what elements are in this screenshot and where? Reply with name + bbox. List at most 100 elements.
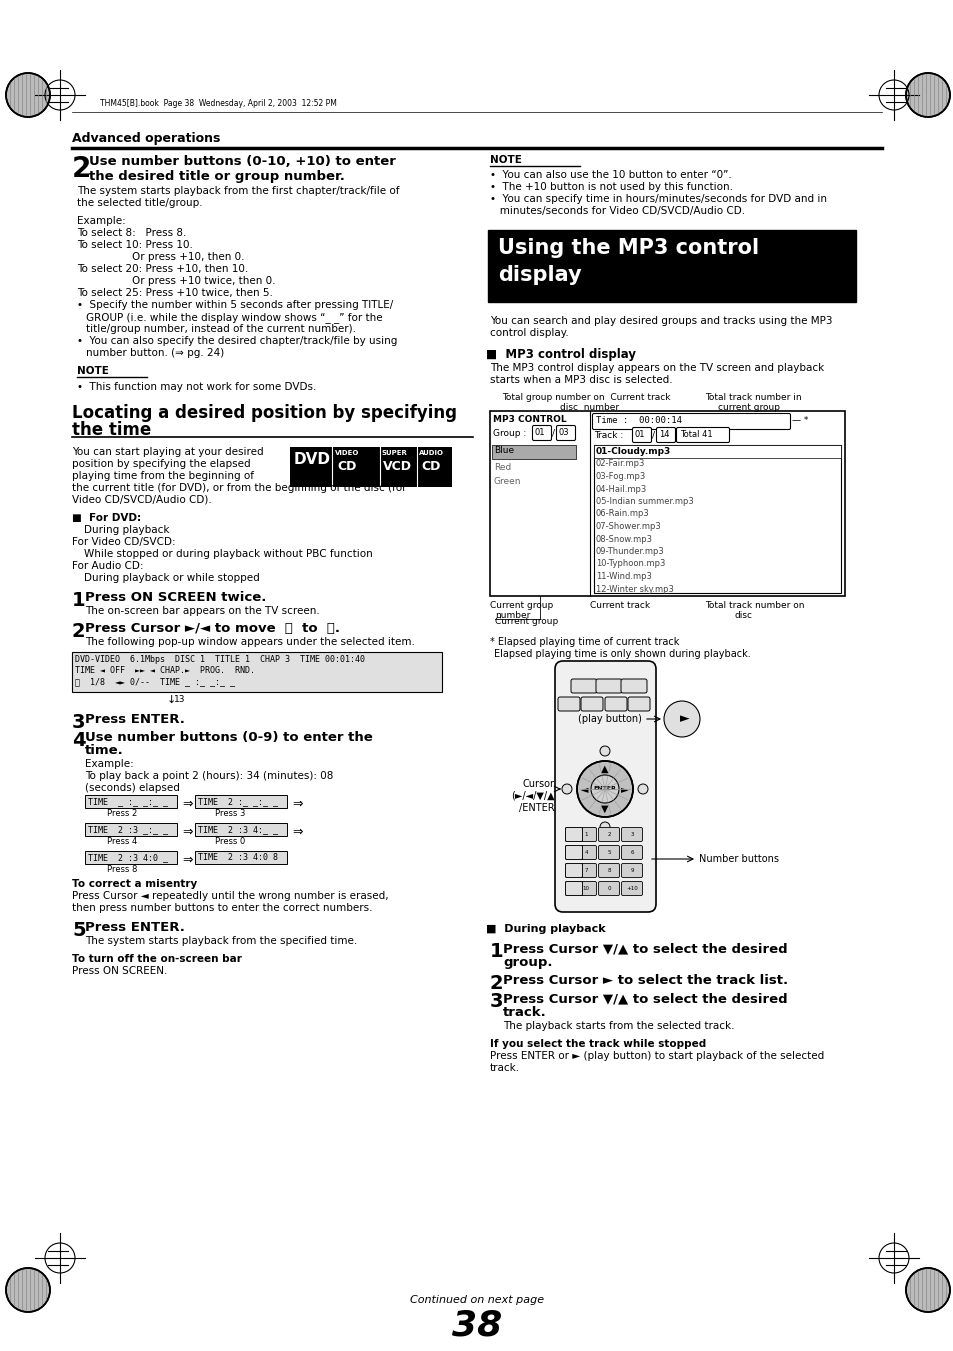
Text: 03: 03 xyxy=(558,428,569,436)
Text: (►/◄/▼/▲: (►/◄/▼/▲ xyxy=(511,790,555,801)
Text: 8: 8 xyxy=(607,867,610,873)
Text: Number buttons: Number buttons xyxy=(699,854,779,865)
FancyBboxPatch shape xyxy=(580,697,602,711)
Text: 5: 5 xyxy=(71,921,86,940)
Bar xyxy=(492,444,576,459)
Text: Locating a desired position by specifying: Locating a desired position by specifyin… xyxy=(71,404,456,422)
Bar xyxy=(85,823,177,836)
Circle shape xyxy=(577,761,633,817)
Text: Cursor: Cursor xyxy=(522,780,555,789)
Text: position by specifying the elapsed: position by specifying the elapsed xyxy=(71,459,251,469)
Text: Total group number on  Current track: Total group number on Current track xyxy=(501,393,670,403)
Circle shape xyxy=(6,73,50,118)
FancyBboxPatch shape xyxy=(632,427,651,443)
Text: While stopped or during playback without PBC function: While stopped or during playback without… xyxy=(84,549,373,559)
Text: 01: 01 xyxy=(535,428,545,436)
Text: 4: 4 xyxy=(71,731,86,750)
Text: 06-Rain.mp3: 06-Rain.mp3 xyxy=(596,509,649,519)
Text: starts when a MP3 disc is selected.: starts when a MP3 disc is selected. xyxy=(490,376,672,385)
FancyBboxPatch shape xyxy=(556,426,575,440)
FancyBboxPatch shape xyxy=(598,881,618,896)
FancyBboxPatch shape xyxy=(656,427,675,443)
Text: To select 20: Press +10, then 10.: To select 20: Press +10, then 10. xyxy=(77,263,248,274)
Bar xyxy=(194,851,287,865)
Text: •  You can also specify the desired chapter/track/file by using: • You can also specify the desired chapt… xyxy=(77,336,397,346)
Text: CD: CD xyxy=(420,459,440,473)
Text: 01-Cloudy.mp3: 01-Cloudy.mp3 xyxy=(596,447,671,457)
Text: Group :: Group : xyxy=(493,430,526,438)
Text: Use number buttons (0-9) to enter the: Use number buttons (0-9) to enter the xyxy=(85,731,373,744)
FancyBboxPatch shape xyxy=(571,680,597,693)
Text: 10-Typhoon.mp3: 10-Typhoon.mp3 xyxy=(596,559,664,569)
Text: GROUP (i.e. while the display window shows “_ _” for the: GROUP (i.e. while the display window sho… xyxy=(86,312,382,323)
Text: Elapsed playing time is only shown during playback.: Elapsed playing time is only shown durin… xyxy=(494,648,750,659)
Text: Using the MP3 control: Using the MP3 control xyxy=(497,238,759,258)
Text: •  You can also use the 10 button to enter “0”.: • You can also use the 10 button to ente… xyxy=(490,170,731,180)
Text: NOTE: NOTE xyxy=(77,366,109,376)
Text: 5: 5 xyxy=(607,850,610,854)
Text: disc: disc xyxy=(734,611,752,620)
FancyBboxPatch shape xyxy=(598,863,618,878)
Text: (play button): (play button) xyxy=(578,713,641,724)
Text: Continued on next page: Continued on next page xyxy=(410,1296,543,1305)
Text: To select 10: Press 10.: To select 10: Press 10. xyxy=(77,240,193,250)
Circle shape xyxy=(561,784,572,794)
Text: 1: 1 xyxy=(490,942,503,961)
Text: control display.: control display. xyxy=(490,328,568,338)
Text: TIME  2 :3 4:0 _: TIME 2 :3 4:0 _ xyxy=(88,852,168,862)
Text: The on-screen bar appears on the TV screen.: The on-screen bar appears on the TV scre… xyxy=(85,607,319,616)
FancyBboxPatch shape xyxy=(575,863,596,878)
Text: For Video CD/SVCD:: For Video CD/SVCD: xyxy=(71,536,175,547)
Text: the time: the time xyxy=(71,422,152,439)
Circle shape xyxy=(599,746,609,757)
Bar xyxy=(290,447,452,486)
Text: ▲: ▲ xyxy=(600,765,608,774)
Text: +10: +10 xyxy=(625,885,638,890)
FancyBboxPatch shape xyxy=(604,697,626,711)
Text: Press ON SCREEN twice.: Press ON SCREEN twice. xyxy=(85,590,266,604)
Circle shape xyxy=(905,73,949,118)
FancyBboxPatch shape xyxy=(565,828,582,842)
Text: Press Cursor ▼/▲ to select the desired: Press Cursor ▼/▲ to select the desired xyxy=(502,992,787,1005)
Text: ENTER: ENTER xyxy=(593,786,616,792)
Text: TIME  2 :_ _:_ _: TIME 2 :_ _:_ _ xyxy=(198,797,277,807)
Text: Press ENTER.: Press ENTER. xyxy=(85,921,185,934)
FancyBboxPatch shape xyxy=(565,828,582,842)
Text: VIDEO: VIDEO xyxy=(335,450,359,457)
Text: Press Cursor ► to select the track list.: Press Cursor ► to select the track list. xyxy=(502,974,787,988)
Text: 05-Indian summer.mp3: 05-Indian summer.mp3 xyxy=(596,497,693,507)
Text: Blue: Blue xyxy=(494,446,514,455)
FancyBboxPatch shape xyxy=(598,846,618,859)
Text: Or press +10 twice, then 0.: Or press +10 twice, then 0. xyxy=(132,276,275,286)
Text: minutes/seconds for Video CD/SVCD/Audio CD.: minutes/seconds for Video CD/SVCD/Audio … xyxy=(490,205,744,216)
Text: 14: 14 xyxy=(659,430,669,439)
FancyBboxPatch shape xyxy=(575,846,596,859)
Text: 6: 6 xyxy=(630,850,633,854)
FancyBboxPatch shape xyxy=(596,680,621,693)
Text: CD: CD xyxy=(336,459,356,473)
Text: Press ENTER or ► (play button) to start playback of the selected: Press ENTER or ► (play button) to start … xyxy=(490,1051,823,1061)
Text: 02-Fair.mp3: 02-Fair.mp3 xyxy=(596,459,644,469)
Text: To turn off the on-screen bar: To turn off the on-screen bar xyxy=(71,954,242,965)
Text: To select 8:   Press 8.: To select 8: Press 8. xyxy=(77,228,186,238)
Bar xyxy=(194,823,287,836)
Text: 03-Fog.mp3: 03-Fog.mp3 xyxy=(596,471,645,481)
Text: title/group number, instead of the current number).: title/group number, instead of the curre… xyxy=(86,324,355,334)
Text: TIME ◄ OFF  ►► ◄ CHAP.►  PROG.  RND.: TIME ◄ OFF ►► ◄ CHAP.► PROG. RND. xyxy=(75,666,254,676)
Text: 0: 0 xyxy=(607,885,610,890)
Text: If you select the track while stopped: If you select the track while stopped xyxy=(490,1039,705,1048)
Text: Current group: Current group xyxy=(490,601,553,611)
Text: You can start playing at your desired: You can start playing at your desired xyxy=(71,447,263,457)
Text: current group: current group xyxy=(718,403,780,412)
Text: Current group: Current group xyxy=(495,617,558,626)
Text: * Elapsed playing time of current track: * Elapsed playing time of current track xyxy=(490,638,679,647)
Text: 4: 4 xyxy=(583,850,587,854)
Text: Press Cursor ▼/▲ to select the desired: Press Cursor ▼/▲ to select the desired xyxy=(502,942,787,955)
Text: 2: 2 xyxy=(607,831,610,836)
Bar xyxy=(490,411,844,596)
Text: 13: 13 xyxy=(173,694,185,704)
Text: /ENTER: /ENTER xyxy=(518,802,555,813)
Text: ►: ► xyxy=(679,712,689,725)
FancyBboxPatch shape xyxy=(565,863,582,878)
Text: Current track: Current track xyxy=(589,601,649,611)
